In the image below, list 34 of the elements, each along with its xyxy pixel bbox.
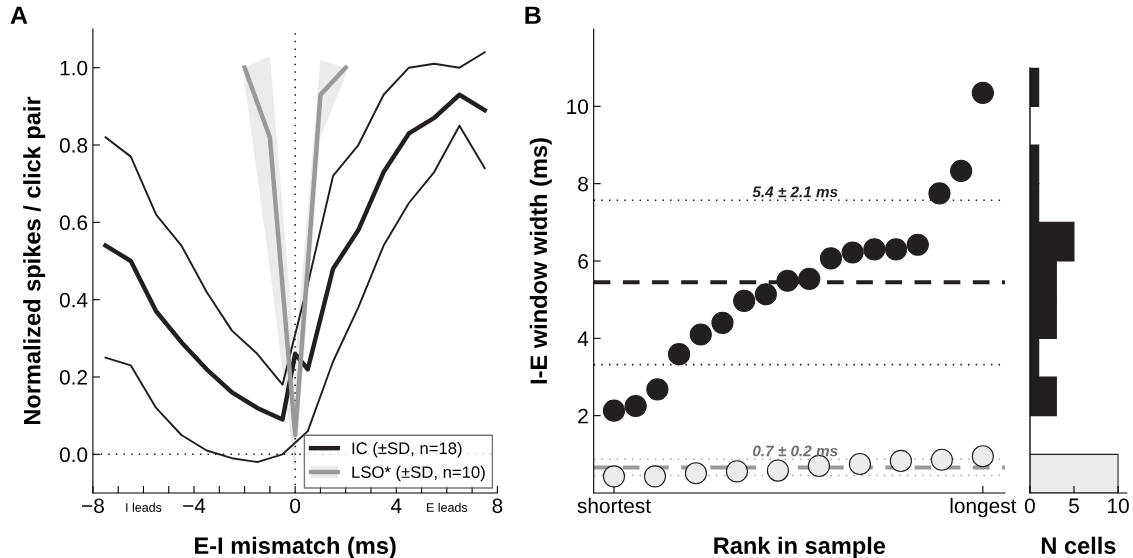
y-tick-label: 8 <box>578 176 588 192</box>
y-tick-label: 2 <box>578 408 588 424</box>
y-tick-label: 0.2 <box>59 370 87 385</box>
y-tick-label: 0.8 <box>59 138 88 153</box>
x-axis-title: E-I mismatch (ms) <box>195 536 396 558</box>
chart-title: A <box>10 6 28 24</box>
legend-label: LSO* (±SD, n=10) <box>352 465 485 482</box>
y-axis-title: I-E window width (ms) <box>529 138 552 384</box>
x-tick-label: 0 <box>290 498 301 514</box>
x-axis-title: Rank in sample <box>714 536 886 558</box>
text: E leads <box>427 502 468 512</box>
x-tick-label: longest <box>950 497 1017 518</box>
y-tick-label: 0.4 <box>59 292 88 308</box>
legend-label: IC (±SD, n=18) <box>352 441 462 458</box>
y-tick-label: 1.0 <box>60 60 88 76</box>
annotation: 0.7 ± 0.2 ms <box>753 445 838 457</box>
x-tick-label: −8 <box>82 498 104 514</box>
y-tick-label: 10 <box>567 99 589 115</box>
x-axis-title: N cells <box>1041 536 1116 555</box>
x-tick-label: −4 <box>183 498 206 513</box>
text: I leads <box>126 502 162 512</box>
y-tick-label: 0.6 <box>59 215 88 231</box>
y-tick-label: 4 <box>577 331 589 346</box>
x-tick-label: 8 <box>492 498 503 514</box>
x-tick-label: 0 <box>1024 498 1035 514</box>
x-tick-label: 4 <box>390 498 402 513</box>
x-tick-label: 5 <box>1069 498 1079 514</box>
y-axis-title: Normalized spikes / click pair <box>23 96 46 425</box>
x-tick-label: 10 <box>1108 498 1129 514</box>
x-tick-label: shortest <box>577 497 651 514</box>
annotation: 5.4 ± 2.1 ms <box>752 186 838 198</box>
y-tick-label: 0.0 <box>59 447 88 463</box>
y-tick-label: 6 <box>578 254 588 269</box>
chart-title: B <box>525 6 541 24</box>
